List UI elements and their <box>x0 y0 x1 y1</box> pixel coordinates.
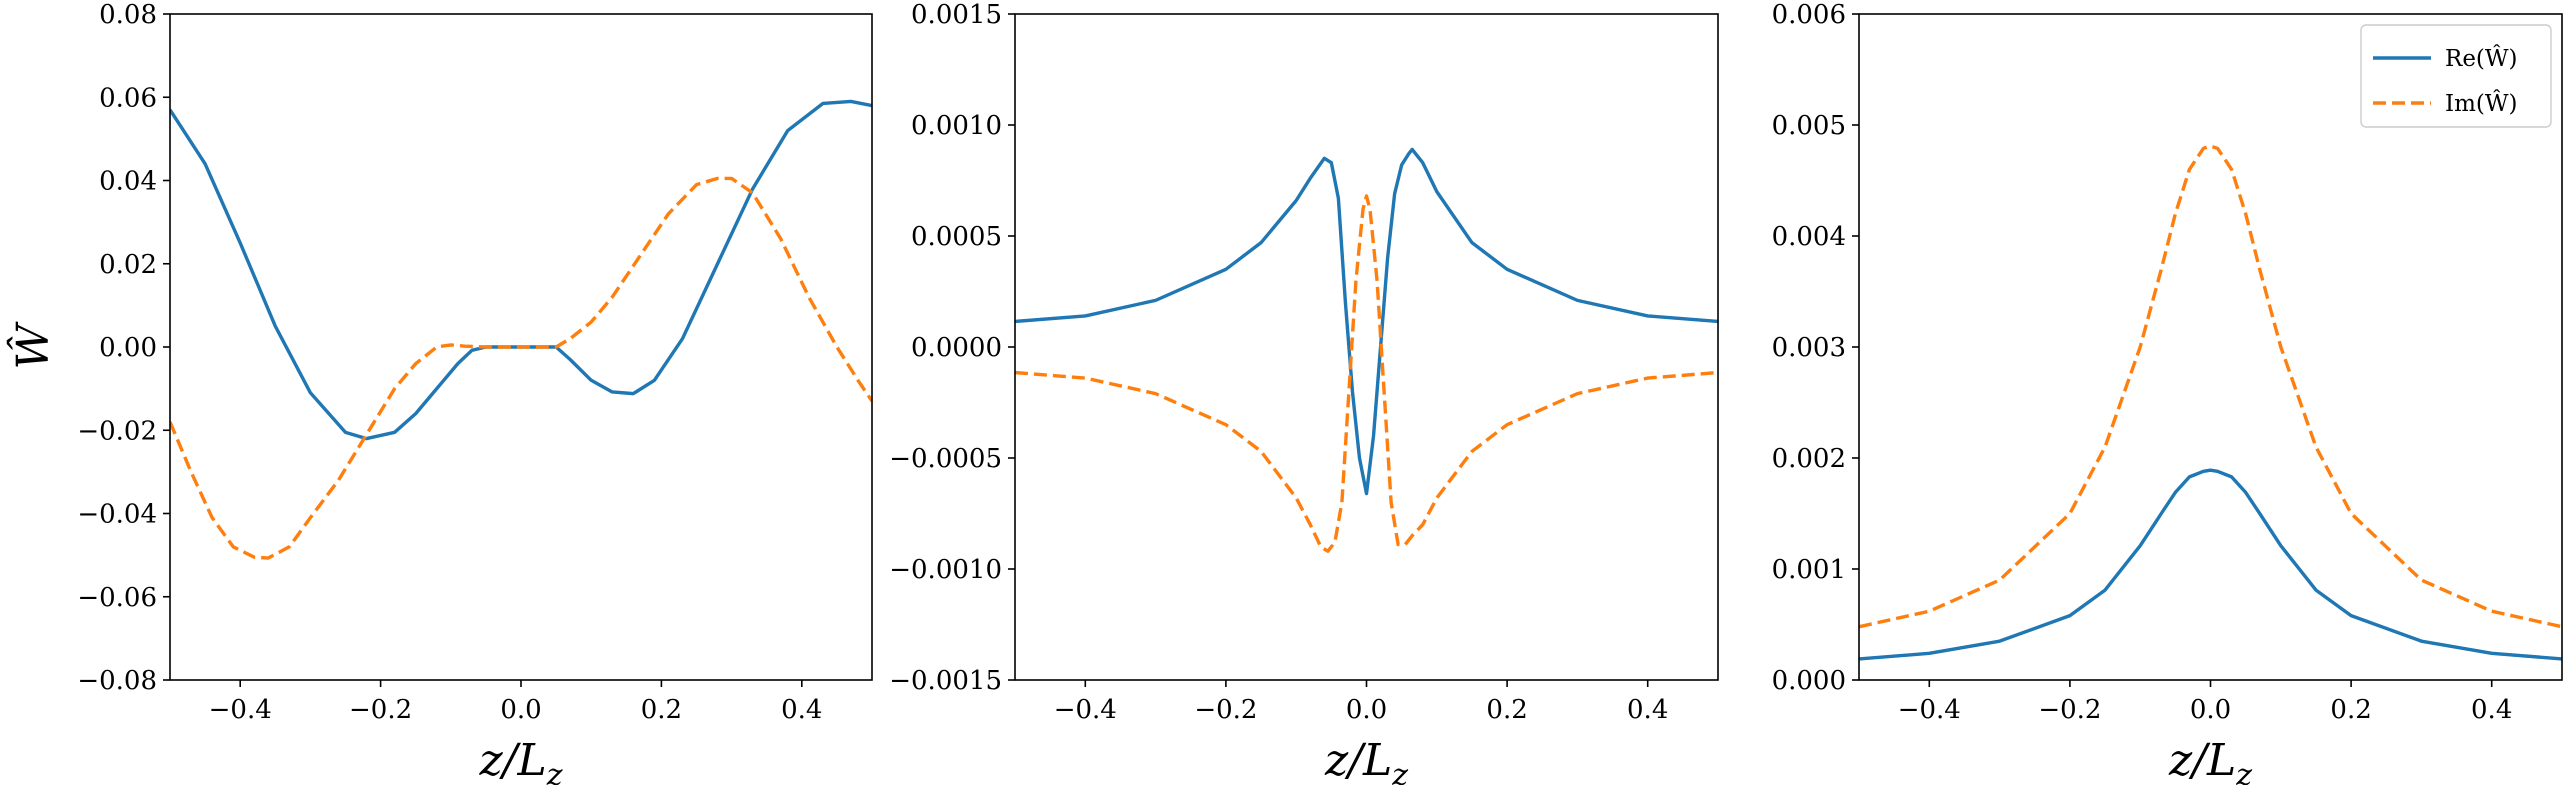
series-line-re <box>1015 147 1718 496</box>
x-tick-label: 0.2 <box>2330 695 2371 725</box>
x-tick-label: 0.4 <box>781 695 822 725</box>
x-axis-label: z/Lz <box>2168 735 2252 785</box>
plot-frame <box>1014 13 1719 681</box>
x-tick-label: 0.4 <box>1627 695 1668 725</box>
legend-box <box>2360 24 2552 128</box>
chart-panel-2: −0.4 −0.2 0.0 0.2 0.4 −0.0015 −0.0010 −0.0005 0.… <box>889 0 1719 785</box>
y-tick-label: 0.005 <box>1772 111 1846 141</box>
chart-panel-1: −0.4 −0.2 0.0 0.2 0.4 −0.08 −0.06 −0.04 −0.02 0.0… <box>6 0 873 785</box>
y-tick-label: −0.04 <box>77 500 157 530</box>
x-tick-label: 0.4 <box>2471 695 2512 725</box>
y-tick-label: 0.001 <box>1772 555 1846 585</box>
y-tick-label: −0.06 <box>77 583 157 613</box>
y-tick-label: 0.002 <box>1772 444 1846 474</box>
y-tick-label: 0.003 <box>1772 333 1846 363</box>
y-tick-label: 0.04 <box>99 167 157 197</box>
y-tick-label: 0.000 <box>1772 666 1846 696</box>
series-line-im <box>1859 144 2562 629</box>
x-axis-label: z/Lz <box>1324 735 1408 785</box>
y-tick-label: −0.02 <box>77 416 157 446</box>
x-tick-label: 0.0 <box>2190 695 2231 725</box>
x-tick-label: −0.4 <box>209 695 272 725</box>
y-tick-label: −0.0005 <box>889 444 1002 474</box>
y-tick-label: −0.08 <box>77 666 157 696</box>
y-tick-label: 0.0010 <box>911 111 1002 141</box>
chart-panel-3: −0.4 −0.2 0.0 0.2 0.4 0.000 0.001 0.002 0.003 0.0… <box>1772 0 2563 785</box>
y-tick-label: 0.0005 <box>911 222 1002 252</box>
legend: Re(Ŵ) Im(Ŵ) <box>2360 24 2552 128</box>
y-tick-label: 0.08 <box>99 0 157 30</box>
x-tick-label: −0.4 <box>1898 695 1961 725</box>
x-tick-label: 0.0 <box>1346 695 1387 725</box>
x-axis-label: z/Lz <box>478 735 562 785</box>
y-tick-label: 0.06 <box>99 83 157 113</box>
x-tick-label: 0.2 <box>641 695 682 725</box>
series-line-im <box>1015 194 1718 553</box>
x-tick-label: 0.2 <box>1486 695 1527 725</box>
series-line-re <box>170 99 872 441</box>
x-tick-label: −0.2 <box>349 695 412 725</box>
legend-label: Re(Ŵ) <box>2445 45 2518 72</box>
y-tick-label: 0.02 <box>99 250 157 280</box>
y-tick-label: −0.0010 <box>889 555 1002 585</box>
legend-label: Im(Ŵ) <box>2445 90 2517 117</box>
y-axis-label: Ŵ <box>6 321 59 370</box>
x-tick-label: −0.2 <box>2038 695 2101 725</box>
y-tick-label: 0.0000 <box>911 333 1002 363</box>
y-tick-label: 0.0015 <box>911 0 1002 30</box>
series-line-re <box>1859 468 2562 661</box>
x-tick-label: 0.0 <box>500 695 541 725</box>
x-tick-label: −0.4 <box>1054 695 1117 725</box>
y-tick-label: 0.004 <box>1772 222 1846 252</box>
series-line-im <box>170 176 872 560</box>
y-tick-label: 0.006 <box>1772 0 1846 30</box>
y-tick-label: −0.0015 <box>889 666 1002 696</box>
x-tick-label: −0.2 <box>1194 695 1257 725</box>
y-tick-label: 0.00 <box>99 333 157 363</box>
